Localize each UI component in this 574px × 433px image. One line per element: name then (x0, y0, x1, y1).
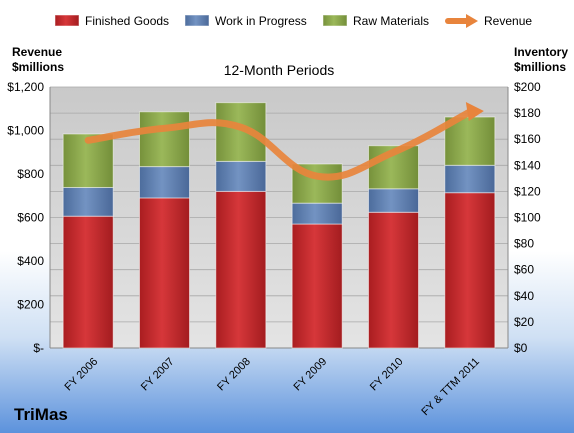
y-right-tick-label: $180 (514, 106, 541, 120)
bar-finished-goods (139, 197, 190, 349)
legend-label: Revenue (484, 14, 532, 28)
y-right-tick-label: $100 (514, 211, 541, 225)
y-right-tick-label: $20 (514, 315, 534, 329)
y-left-tick-label: $800 (17, 167, 44, 181)
y-left-axis-title-line2: $millions (12, 60, 64, 74)
x-tick-label: FY 2008 (215, 356, 253, 394)
bar-raw-materials (139, 111, 190, 168)
y-right-axis-title-line2: $millions (514, 60, 566, 74)
x-tick-label: FY 2006 (63, 356, 101, 394)
legend-swatch (322, 14, 348, 27)
x-tick-label: FY 2010 (368, 356, 406, 394)
bar-work-in-progress (368, 188, 419, 213)
y-left-tick-label: $- (33, 341, 44, 355)
bar-finished-goods (291, 223, 343, 349)
legend-label: Finished Goods (85, 14, 169, 28)
bar-work-in-progress (444, 164, 496, 194)
y-right-tick-label: $60 (514, 263, 534, 277)
y-right-tick-label: $0 (514, 341, 528, 355)
y-left-tick-label: $1,200 (7, 80, 44, 94)
bar-work-in-progress (62, 186, 114, 217)
y-left-axis-title-line1: Revenue (12, 45, 62, 59)
bar-work-in-progress (139, 166, 190, 199)
x-tick-label: FY & TTM 2011 (419, 356, 482, 419)
x-tick-label: FY 2007 (139, 356, 177, 394)
y-left-tick-label: $200 (17, 298, 44, 312)
y-right-tick-label: $140 (514, 158, 541, 172)
y-right-tick-label: $200 (514, 80, 541, 94)
legend-label: Raw Materials (353, 14, 429, 28)
legend-label: Work in Progress (215, 14, 307, 28)
company-name: TriMas (14, 405, 68, 424)
bar-finished-goods (368, 211, 419, 349)
bar-raw-materials (62, 133, 114, 188)
y-right-tick-label: $160 (514, 132, 541, 146)
revenue-line (84, 108, 474, 181)
bar-work-in-progress (215, 160, 267, 192)
y-left-tick-label: $400 (17, 254, 44, 268)
y-left-tick-label: $1,000 (7, 124, 44, 138)
bar-finished-goods (215, 190, 267, 349)
legend-swatch (184, 14, 210, 27)
legend-arrowhead (466, 14, 478, 28)
bar-work-in-progress (291, 202, 343, 225)
y-right-axis-title-line1: Inventory (514, 45, 568, 59)
x-tick-label: FY 2009 (292, 356, 330, 394)
y-right-tick-label: $80 (514, 237, 534, 251)
revenue-arrowhead (465, 102, 484, 122)
chart-title: 12-Month Periods (224, 62, 335, 78)
bar-finished-goods (444, 192, 496, 349)
y-left-tick-label: $600 (17, 211, 44, 225)
y-right-tick-label: $40 (514, 289, 534, 303)
bar-finished-goods (62, 215, 114, 349)
y-right-tick-label: $120 (514, 184, 541, 198)
legend-swatch (54, 14, 80, 27)
